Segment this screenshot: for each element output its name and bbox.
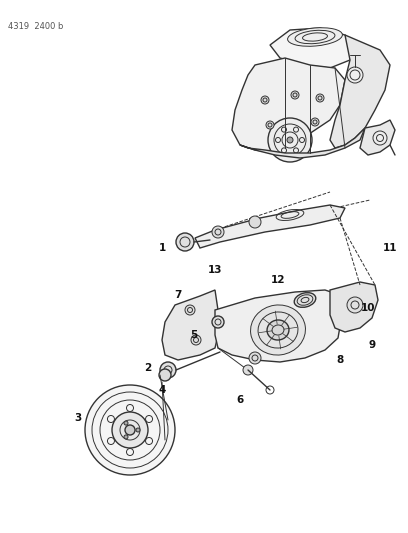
Circle shape (124, 421, 128, 425)
Text: 13: 13 (208, 265, 222, 275)
Circle shape (212, 226, 224, 238)
Circle shape (124, 435, 128, 439)
Text: 2: 2 (144, 363, 152, 373)
Polygon shape (195, 205, 345, 248)
Ellipse shape (294, 293, 316, 308)
Polygon shape (162, 290, 218, 360)
Text: 12: 12 (271, 275, 285, 285)
Circle shape (291, 91, 299, 99)
Text: 9: 9 (368, 340, 375, 350)
Circle shape (249, 352, 261, 364)
Circle shape (316, 94, 324, 102)
Text: 11: 11 (383, 243, 397, 253)
Circle shape (373, 131, 387, 145)
Ellipse shape (288, 28, 342, 46)
Circle shape (268, 118, 312, 162)
Circle shape (160, 362, 176, 378)
Circle shape (287, 137, 293, 143)
Circle shape (176, 233, 194, 251)
Circle shape (112, 412, 148, 448)
Polygon shape (330, 35, 390, 148)
Circle shape (249, 216, 261, 228)
Polygon shape (330, 282, 378, 332)
Text: 5: 5 (191, 330, 197, 340)
Text: 4319  2400 b: 4319 2400 b (8, 22, 63, 31)
Polygon shape (270, 28, 355, 68)
Text: 4: 4 (158, 385, 166, 395)
Circle shape (85, 385, 175, 475)
Text: 3: 3 (74, 413, 82, 423)
Circle shape (243, 365, 253, 375)
Ellipse shape (251, 305, 306, 355)
Circle shape (347, 67, 363, 83)
Circle shape (266, 121, 274, 129)
Text: 6: 6 (236, 395, 244, 405)
Polygon shape (240, 128, 365, 158)
Circle shape (191, 335, 201, 345)
Circle shape (136, 428, 140, 432)
Circle shape (311, 118, 319, 126)
Circle shape (125, 425, 135, 435)
Text: 8: 8 (336, 355, 344, 365)
Circle shape (347, 297, 363, 313)
Circle shape (261, 96, 269, 104)
Circle shape (212, 316, 224, 328)
Text: 1: 1 (158, 243, 166, 253)
Polygon shape (360, 120, 395, 155)
Circle shape (185, 305, 195, 315)
Ellipse shape (267, 320, 289, 340)
Polygon shape (215, 290, 342, 362)
Text: 7: 7 (174, 290, 182, 300)
Text: 10: 10 (361, 303, 375, 313)
Circle shape (159, 369, 171, 381)
Polygon shape (232, 58, 345, 152)
